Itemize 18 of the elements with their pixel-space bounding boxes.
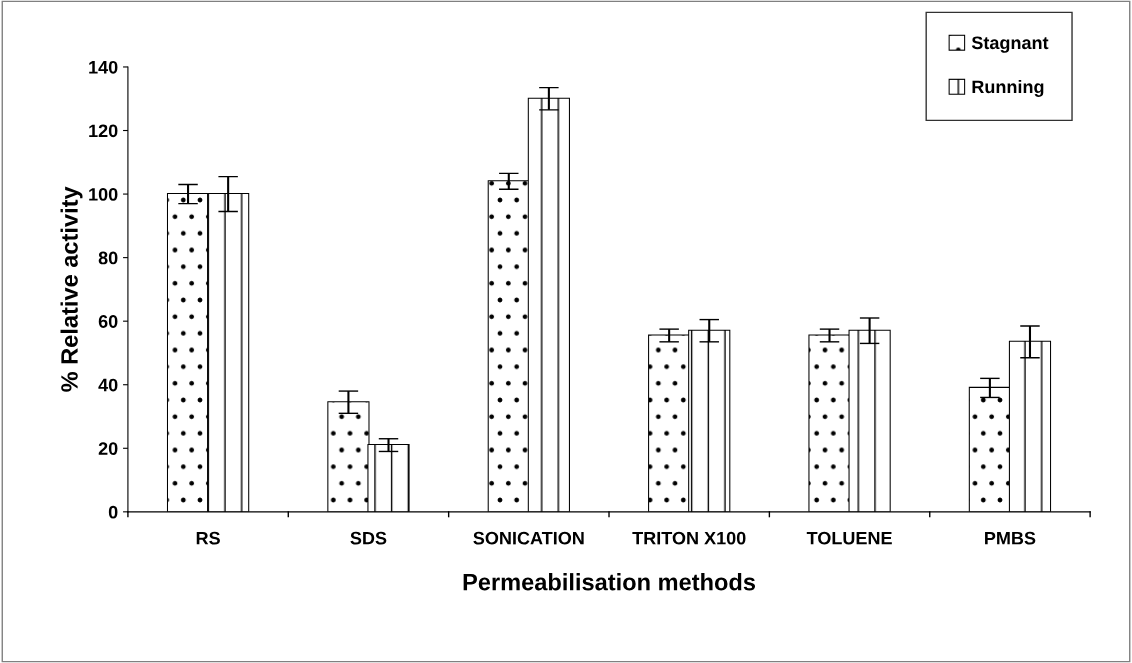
legend-label: Running — [972, 80, 1044, 97]
x-tick-label: RS — [196, 531, 220, 545]
y-tick-label: 100 — [89, 188, 118, 201]
y-tick-label: 80 — [98, 251, 118, 265]
x-tick-label: SONICATION — [473, 531, 584, 545]
y-tick-label: 0 — [108, 505, 118, 519]
y-tick-label: 60 — [98, 315, 118, 328]
y-tick-label: 40 — [98, 378, 118, 392]
y-axis-title: % Relative activity — [60, 186, 83, 392]
x-tick-label: TOLUENE — [806, 531, 892, 545]
x-tick-label: SDS — [350, 531, 387, 545]
y-tick-label: 120 — [89, 124, 118, 138]
x-tick-label: PMBS — [985, 531, 1036, 545]
x-axis-title: Permeabilisation methods — [463, 573, 756, 591]
x-tick-label: TRITON X100 — [632, 531, 746, 545]
y-tick-label: 140 — [89, 60, 118, 74]
y-tick-label: 20 — [98, 442, 118, 455]
legend-label: Stagnant — [971, 36, 1049, 53]
